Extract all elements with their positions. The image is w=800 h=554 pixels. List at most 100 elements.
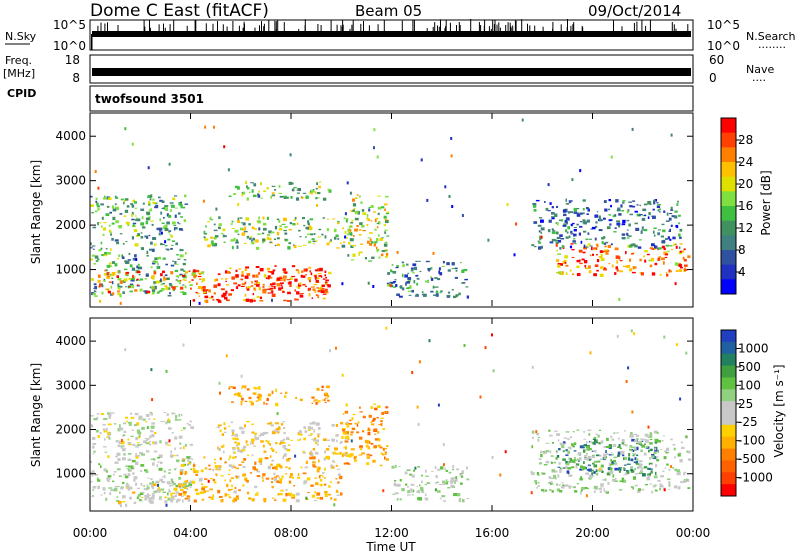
power-echo: [294, 278, 298, 282]
velocity-echo: [632, 453, 636, 456]
velocity-echo: [97, 485, 100, 490]
velocity-echo: [209, 488, 213, 491]
power-echo: [237, 233, 240, 236]
velocity-echo: [537, 474, 540, 476]
velocity-echo: [639, 460, 643, 463]
power-echo: [653, 234, 656, 237]
power-echo: [117, 257, 120, 260]
velocity-echo: [228, 425, 231, 427]
nsky-spike: [572, 24, 574, 31]
power-echo: [182, 292, 187, 295]
velocity-echo: [679, 397, 682, 401]
velocity-echo: [654, 447, 657, 451]
power-echo: [196, 292, 200, 295]
power-echo: [246, 235, 250, 239]
velocity-echo: [192, 464, 196, 467]
velocity-echo: [127, 453, 132, 455]
nsky-spike: [186, 25, 188, 31]
power-echo: [455, 294, 458, 298]
y-tick-label: 3000: [55, 378, 86, 392]
velocity-echo: [217, 489, 221, 494]
power-echo: [131, 204, 135, 208]
velocity-echo: [241, 461, 245, 463]
power-echo: [650, 259, 655, 262]
power-echo: [652, 215, 656, 219]
power-echo: [385, 212, 390, 215]
power-echo: [94, 255, 99, 259]
velocity-echo: [273, 429, 275, 433]
power-echo: [279, 195, 284, 198]
velocity-echo: [573, 442, 577, 445]
velocity-echo: [299, 398, 303, 402]
velocity-echo: [330, 464, 334, 468]
velocity-echo: [129, 496, 132, 500]
power-echo: [356, 194, 359, 196]
velocity-echo: [311, 421, 316, 425]
velocity-echo: [117, 444, 121, 447]
velocity-colorbar-swatch: [721, 436, 736, 449]
power-echo: [133, 229, 138, 232]
velocity-echo: [288, 457, 291, 460]
velocity-echo: [392, 493, 395, 495]
power-echo: [679, 228, 683, 232]
velocity-echo: [586, 469, 590, 471]
velocity-echo: [676, 469, 681, 473]
power-echo: [376, 226, 379, 229]
velocity-echo: [345, 403, 348, 407]
velocity-echo: [317, 434, 320, 438]
power-echo: [256, 295, 260, 298]
power-colorbar-tick-label: 4: [738, 265, 746, 279]
power-echo: [593, 247, 598, 250]
power-echo: [349, 225, 353, 228]
power-echo: [136, 265, 139, 269]
velocity-echo: [114, 423, 117, 425]
power-echo: [317, 236, 322, 238]
velocity-echo: [670, 438, 673, 441]
velocity-echo: [357, 421, 360, 424]
power-echo: [311, 238, 315, 241]
power-echo: [439, 292, 442, 294]
velocity-echo: [662, 435, 666, 437]
power-echo: [303, 268, 308, 272]
power-echo: [162, 278, 166, 282]
power-echo: [551, 216, 555, 220]
velocity-echo: [157, 456, 161, 459]
velocity-echo: [616, 334, 619, 338]
power-echo: [274, 225, 278, 230]
velocity-echo: [372, 459, 376, 463]
power-echo: [586, 213, 589, 215]
velocity-echo: [212, 468, 215, 472]
velocity-echo: [93, 443, 96, 446]
velocity-echo: [591, 455, 595, 458]
velocity-echo: [316, 433, 321, 435]
velocity-echo: [188, 495, 191, 499]
power-echo: [253, 299, 256, 302]
velocity-echo: [576, 458, 579, 461]
velocity-echo: [276, 463, 280, 468]
power-echo: [614, 247, 619, 251]
velocity-echo: [456, 468, 459, 471]
velocity-echo: [219, 457, 222, 461]
velocity-echo: [634, 439, 638, 443]
power-echo: [305, 236, 307, 238]
velocity-echo: [245, 421, 250, 423]
nsky-band: [92, 31, 691, 37]
velocity-echo: [119, 491, 121, 494]
velocity-echo: [276, 475, 279, 477]
velocity-echo: [636, 463, 640, 466]
power-echo: [249, 237, 252, 240]
power-echo: [396, 293, 400, 296]
power-echo: [212, 298, 215, 301]
power-echo: [236, 245, 239, 249]
velocity-echo: [617, 454, 620, 457]
power-echo: [551, 231, 556, 234]
power-echo: [218, 223, 222, 227]
power-echo: [593, 273, 597, 277]
velocity-echo: [574, 457, 576, 460]
velocity-echo: [327, 399, 330, 402]
power-echo: [101, 254, 105, 257]
nsky-spike: [340, 25, 342, 31]
velocity-echo: [314, 491, 316, 494]
velocity-colorbar-label: Velocity [m s⁻¹]: [772, 364, 786, 457]
